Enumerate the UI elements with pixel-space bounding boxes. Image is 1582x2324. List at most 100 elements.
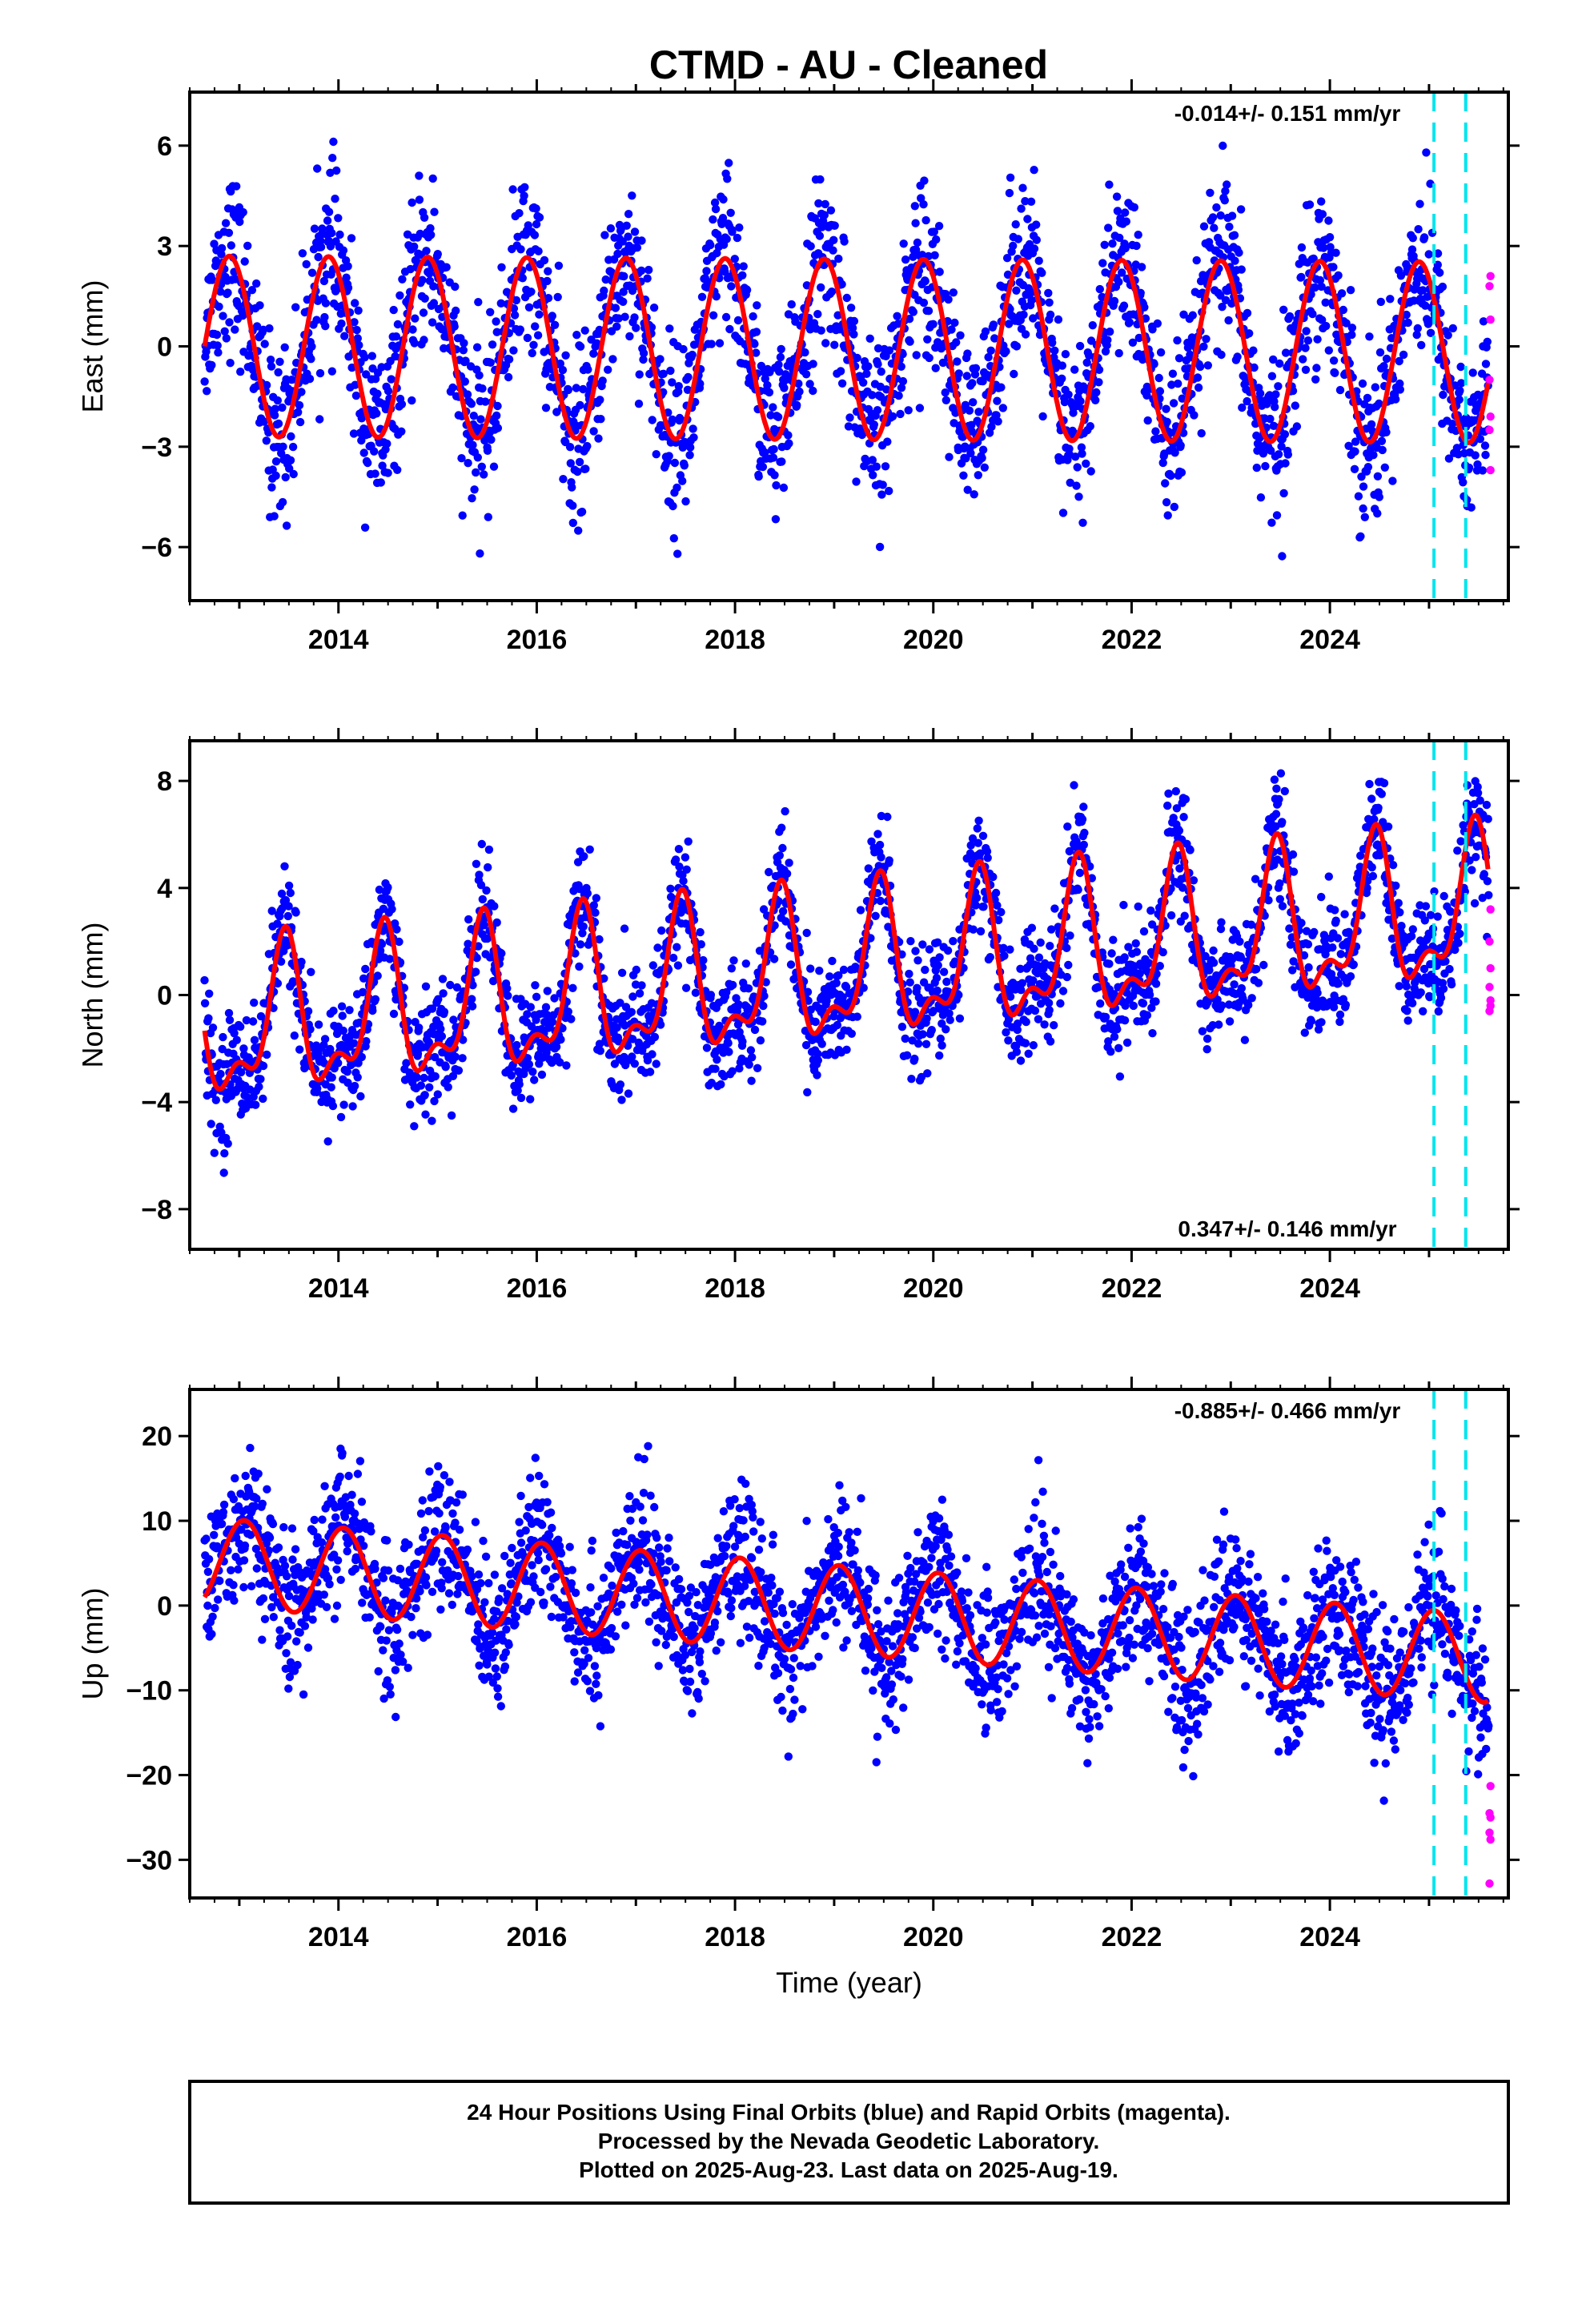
data-point — [1279, 305, 1288, 314]
data-point — [530, 231, 540, 239]
data-point — [1356, 532, 1365, 541]
data-point — [1058, 987, 1068, 995]
data-point — [548, 312, 556, 320]
data-point — [297, 957, 306, 967]
data-point — [862, 369, 871, 378]
data-point — [431, 1052, 440, 1062]
data-point — [833, 311, 842, 320]
data-point — [350, 318, 359, 327]
data-point — [1140, 303, 1149, 312]
data-point — [877, 490, 886, 499]
data-point — [842, 293, 852, 303]
data-point — [214, 348, 223, 357]
data-point — [262, 436, 271, 445]
data-point — [830, 221, 839, 230]
data-point — [200, 975, 209, 985]
data-point — [1457, 379, 1466, 388]
data-point — [256, 1075, 265, 1084]
data-point — [408, 396, 416, 405]
data-point — [475, 371, 484, 380]
data-point — [873, 406, 882, 415]
data-point — [619, 297, 628, 306]
data-point — [1096, 999, 1105, 1008]
data-point — [777, 823, 786, 832]
data-point — [1048, 338, 1057, 348]
data-point — [875, 840, 885, 850]
data-point — [604, 365, 612, 374]
data-point — [929, 320, 938, 328]
data-point — [1106, 1047, 1115, 1056]
data-point — [825, 972, 834, 981]
data-point — [679, 344, 688, 354]
data-point — [1237, 265, 1246, 274]
data-point — [978, 831, 988, 841]
data-point — [1119, 301, 1129, 310]
data-point — [963, 485, 972, 494]
data-point — [1358, 379, 1367, 388]
data-point — [815, 967, 824, 975]
data-point — [540, 255, 549, 265]
data-point — [635, 989, 644, 998]
data-point — [752, 328, 761, 336]
data-point — [930, 227, 939, 236]
data-point — [428, 1116, 436, 1125]
data-point — [793, 400, 801, 410]
data-point — [440, 1007, 449, 1016]
data-point — [477, 839, 486, 849]
data-point — [267, 362, 276, 371]
data-point — [625, 332, 634, 341]
data-point — [935, 267, 944, 276]
data-point — [738, 1037, 747, 1046]
data-point — [738, 271, 747, 279]
data-point — [332, 284, 342, 294]
rapid-point — [1486, 465, 1495, 475]
data-point — [457, 454, 466, 463]
data-point — [255, 1082, 263, 1092]
data-point — [686, 443, 695, 452]
data-point — [454, 1066, 464, 1076]
data-point — [942, 977, 951, 987]
data-point — [1113, 1025, 1122, 1034]
data-point — [481, 397, 490, 406]
data-point — [634, 400, 644, 408]
data-point — [1170, 502, 1179, 512]
data-point — [1194, 383, 1203, 392]
data-point — [468, 981, 477, 990]
data-point — [1439, 390, 1447, 400]
data-point — [876, 896, 885, 906]
data-point — [583, 889, 592, 898]
data-point — [287, 376, 296, 384]
data-point — [675, 413, 685, 423]
data-point — [487, 435, 496, 444]
data-point — [1270, 775, 1279, 784]
data-point — [1240, 373, 1250, 382]
data-point — [484, 862, 492, 872]
data-point — [585, 845, 594, 854]
data-point — [208, 1023, 218, 1032]
data-point — [354, 306, 363, 315]
data-point — [1056, 999, 1065, 1008]
data-point — [918, 940, 927, 949]
data-point — [721, 312, 731, 322]
data-point — [632, 965, 640, 975]
data-point — [778, 907, 788, 916]
data-point — [378, 461, 387, 470]
data-point — [232, 182, 241, 191]
data-point — [476, 881, 486, 890]
data-point — [1121, 208, 1130, 217]
data-point — [1034, 256, 1043, 265]
data-point — [461, 356, 470, 365]
data-point — [526, 1095, 535, 1104]
data-point — [327, 1073, 336, 1082]
data-point — [1224, 316, 1233, 325]
data-point — [643, 274, 652, 283]
data-point — [236, 368, 245, 376]
data-point — [480, 921, 488, 930]
data-point — [529, 340, 538, 349]
data-point — [351, 391, 361, 400]
data-point — [765, 388, 774, 397]
data-point — [902, 1051, 912, 1060]
data-point — [1267, 446, 1275, 455]
data-point — [922, 1014, 931, 1023]
data-point — [512, 296, 521, 305]
